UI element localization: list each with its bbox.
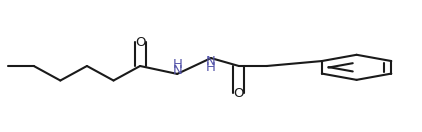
Text: O: O (135, 36, 145, 49)
Text: N: N (206, 55, 216, 68)
Text: H: H (206, 62, 216, 74)
Text: N: N (172, 64, 182, 77)
Text: O: O (234, 87, 244, 100)
Text: H: H (172, 58, 182, 70)
